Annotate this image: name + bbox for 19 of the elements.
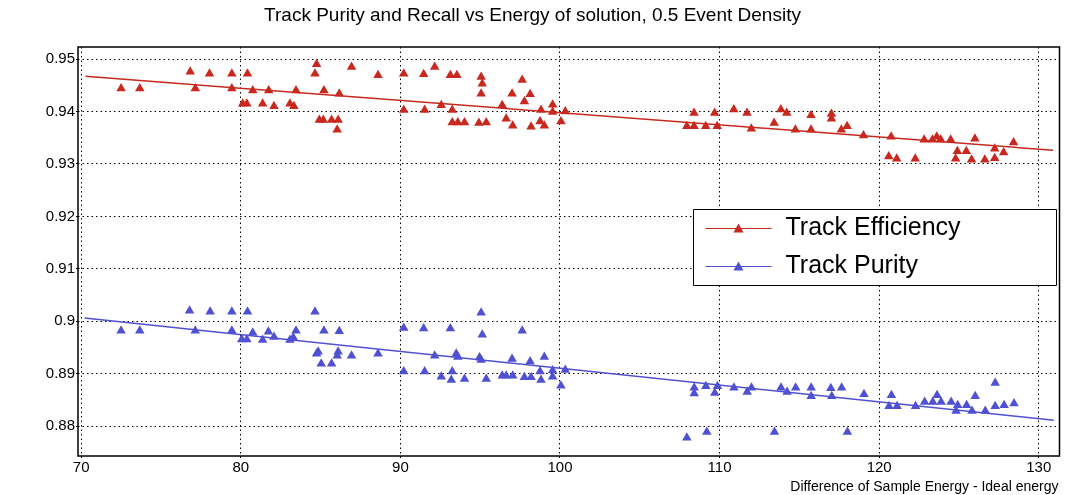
x-tick-label: 110 — [707, 458, 732, 476]
y-tick-label: 0.95 — [45, 49, 75, 67]
y-tick-label: 0.89 — [45, 363, 75, 381]
x-tick-label: 70 — [72, 458, 90, 476]
legend-label: Track Purity — [785, 250, 919, 279]
chart-title: Track Purity and Recall vs Energy of solution, 0.5 Event Density — [264, 4, 802, 26]
y-tick-label: 0.88 — [45, 416, 75, 434]
y-tick-label: 0.93 — [45, 154, 75, 172]
y-tick-label: 0.92 — [45, 206, 75, 224]
x-tick-label: 130 — [1026, 458, 1052, 476]
x-tick-label: 100 — [547, 458, 573, 476]
y-tick-label: 0.91 — [45, 258, 75, 276]
y-tick-label: 0.9 — [54, 311, 75, 329]
legend-label: Track Efficiency — [785, 212, 962, 241]
x-tick-label: 120 — [866, 458, 892, 476]
x-tick-label: 90 — [392, 458, 409, 476]
y-tick-label: 0.94 — [45, 101, 75, 119]
x-axis-title: Difference of Sample Energy - Ideal energy — [790, 477, 1059, 494]
x-tick-label: 80 — [232, 458, 250, 476]
